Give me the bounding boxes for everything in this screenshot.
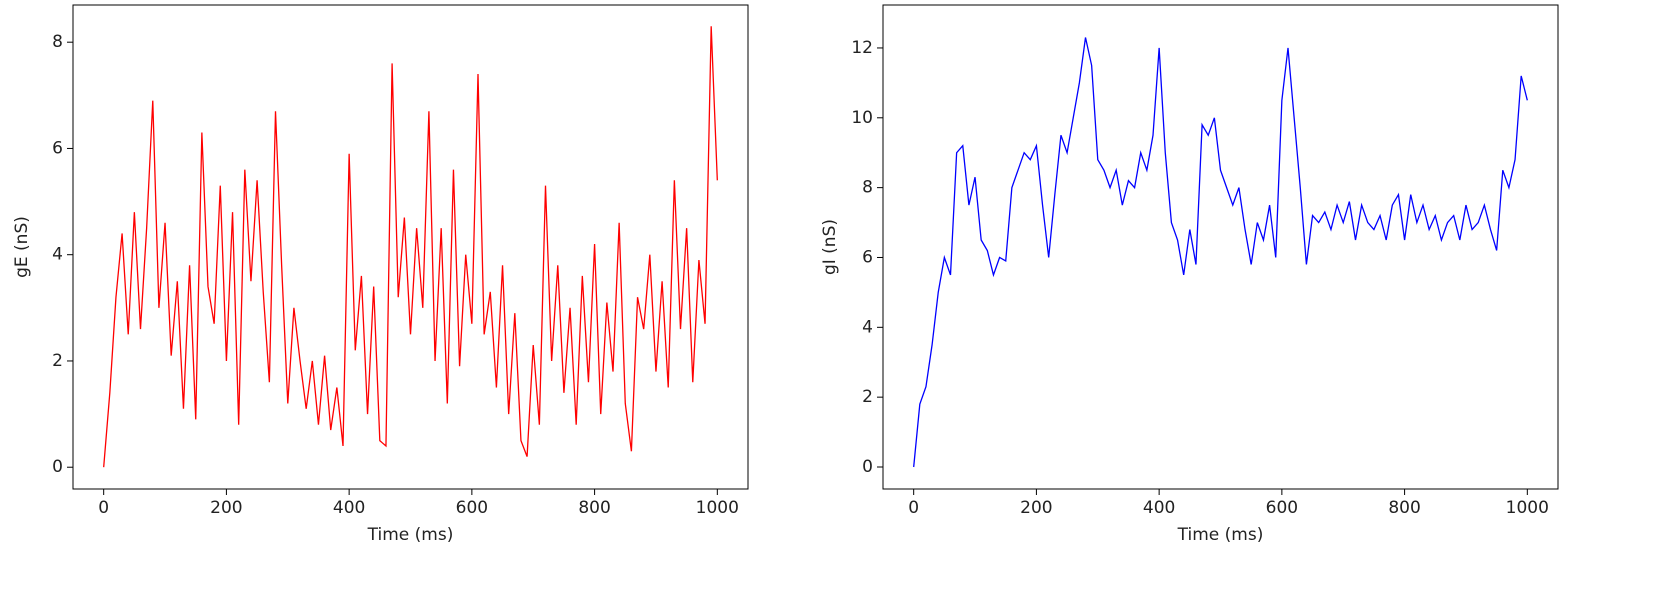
x-tick-label: 1000 <box>696 498 739 518</box>
y-tick-label: 0 <box>862 457 873 477</box>
x-tick-label: 200 <box>210 498 242 518</box>
axes-frame <box>72 4 749 490</box>
x-tick-label: 0 <box>98 498 109 518</box>
y-tick-label: 6 <box>52 138 63 158</box>
axes-frame <box>882 4 1559 490</box>
y-tick-label: 12 <box>851 38 873 58</box>
x-tick-label: 1000 <box>1506 498 1549 518</box>
y-axis-label: gE (nS) <box>12 216 32 278</box>
y-tick-label: 6 <box>862 247 873 267</box>
x-axis-label: Time (ms) <box>367 525 454 545</box>
y-tick-label: 2 <box>52 351 63 371</box>
x-tick-label: 200 <box>1020 498 1052 518</box>
x-tick-label: 800 <box>1388 498 1420 518</box>
y-tick-label: 4 <box>862 317 873 337</box>
data-line <box>103 26 718 468</box>
data-line <box>913 37 1528 468</box>
y-tick-label: 4 <box>52 245 63 265</box>
y-tick-label: 8 <box>52 32 63 52</box>
y-axis-label: gI (nS) <box>820 219 840 275</box>
y-tick-label: 2 <box>862 387 873 407</box>
x-tick-label: 400 <box>333 498 365 518</box>
x-axis-label: Time (ms) <box>1177 525 1264 545</box>
y-tick-label: 0 <box>52 457 63 477</box>
x-tick-label: 600 <box>456 498 488 518</box>
x-tick-label: 400 <box>1143 498 1175 518</box>
x-tick-label: 0 <box>908 498 919 518</box>
x-tick-label: 800 <box>578 498 610 518</box>
x-tick-label: 600 <box>1266 498 1298 518</box>
y-tick-label: 10 <box>851 108 873 128</box>
y-tick-label: 8 <box>862 178 873 198</box>
